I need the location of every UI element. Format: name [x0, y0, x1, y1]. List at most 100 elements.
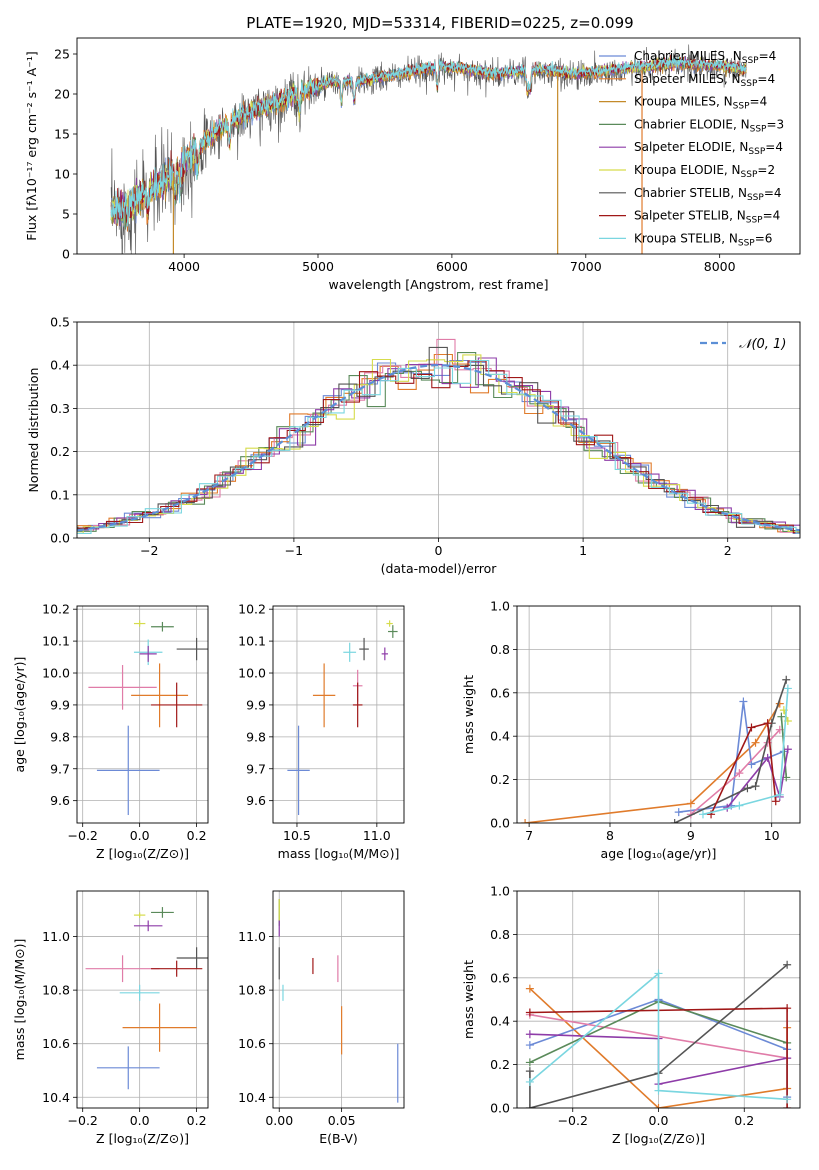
residuals-ytick-label: 0.0 [50, 531, 70, 546]
legend-label-sub: SSP [738, 238, 755, 248]
weight_vs_age-ytick-label: 0.4 [490, 729, 510, 744]
weight_vs_age-ytick-label: 0.6 [490, 685, 510, 700]
age_vs_Z-point-6 [131, 663, 189, 728]
mass_vs_Z-ylabel: mass [log₁₀(M/M⊙)] [12, 939, 27, 1061]
weight_vs_Z-line-7 [529, 971, 788, 1101]
mass_vs_Z-xtick-label: −0.2 [68, 1113, 98, 1128]
mass_vs_ebv-frame [272, 890, 405, 1109]
mass_vs_Z-xtick-label: 0.2 [187, 1113, 207, 1128]
legend-label-suffix: =4 [750, 95, 768, 109]
age_vs_Z-ytick-label: 10.0 [42, 666, 70, 681]
legend-label-text: Salpeter STELIB, N [634, 209, 746, 223]
weight_vs_Z-xlabel: Z [log₁₀(Z/Z⊙)] [612, 1131, 705, 1146]
legend-label-suffix: =3 [766, 117, 784, 131]
weight_vs_Z-xtick-label: 0.0 [649, 1113, 669, 1128]
weight_vs_Z-ytick-label: 0.4 [490, 1014, 510, 1029]
legend-label-4: Salpeter ELODIE, NSSP=4 [634, 140, 783, 157]
weight_vs_Z-plot-area [517, 891, 800, 1108]
spectrum-ytick-label: 10 [54, 167, 70, 182]
age_vs_Z-ytick-label: 10.1 [42, 634, 70, 649]
age_vs_mass-axes: 10.5 11.0 9.6 9.7 9.8 9.9 10.0 10.1 10.2 mass [lo… [238, 602, 405, 861]
mass_vs_Z-axes: −0.2 0.0 0.2 10.4 10.6 10.8 11.0 Z [log₁₀(Z/Z⊙)… [12, 890, 209, 1146]
weight_vs_Z-marker-6-1 [783, 1004, 792, 1013]
weight_vs_age-marker-1-2 [739, 697, 748, 706]
weight_vs_age-marker-6-2 [751, 782, 760, 791]
legend-label-suffix: =6 [755, 231, 773, 245]
weight_vs_age-marker-8-2 [775, 790, 784, 799]
weight_vs_Z-xtick-label: 0.2 [734, 1113, 754, 1128]
age_vs_Z-xlabel: Z [log₁₀(Z/Z⊙)] [96, 846, 189, 861]
legend-label-1: Salpeter MILES, NSSP=4 [634, 72, 775, 89]
age_vs_Z-axes: −0.2 0.0 0.2 9.6 9.7 9.8 9.9 10.0 10.1 10.2 Z [log… [12, 602, 209, 861]
weight_vs_age-marker-7-1 [747, 723, 756, 732]
weight_vs_age-ytick-label: 0.2 [490, 772, 510, 787]
legend-label-8: Kroupa STELIB, NSSP=6 [634, 231, 772, 248]
mass_vs_ebv-ytick-label: 10.6 [238, 1036, 266, 1051]
legend-label-suffix: =4 [759, 49, 777, 63]
mass_vs_Z-point-7 [122, 1003, 197, 1052]
legend-label-suffix: =2 [757, 163, 775, 177]
residuals-axes: −2 −1 0 1 2 0.0 0.1 0.2 0.3 0.4 0.5 (data-model)/er… [26, 315, 801, 576]
legend-label-sub: SSP [742, 56, 759, 66]
residuals-ytick-label: 0.1 [50, 487, 70, 502]
residuals-hist-8 [77, 359, 800, 534]
residuals-hist-4 [77, 357, 800, 531]
age_vs_mass-point-0 [388, 625, 398, 638]
weight_vs_age-line-8 [702, 688, 789, 816]
legend-label-sub: SSP [741, 170, 758, 180]
weight_vs_age-marker-6-0 [670, 819, 679, 823]
residuals-ytick-label: 0.3 [50, 401, 70, 416]
age_vs_mass-ytick-label: 10.0 [238, 666, 266, 681]
age_vs_Z-xtick-label: −0.2 [68, 828, 98, 843]
spectrum-ytick-label: 5 [62, 207, 70, 222]
weight_vs_Z-marker-0-0 [525, 984, 534, 993]
weight_vs_age-xtick-label: 8 [606, 828, 614, 843]
age_vs_mass-xlabel: mass [log₁₀(M/M⊙)] [278, 846, 400, 861]
weight_vs_Z-marker-3-0 [525, 1058, 534, 1067]
residuals-hist-1 [77, 353, 800, 533]
weight_vs_Z-line-5 [529, 964, 788, 1108]
age_vs_Z-xtick-label: 0.0 [130, 828, 150, 843]
weight_vs_age-ylabel: mass weight [461, 675, 476, 754]
spectrum-axes: 4000 5000 6000 7000 8000 0 5 10 15 20 25 wavelength… [24, 37, 801, 292]
age_vs_mass-point-6 [312, 663, 336, 728]
mass_vs_ebv-ytick-label: 10.8 [238, 983, 266, 998]
weight_vs_Z-marker-5-1 [525, 1104, 534, 1108]
mass_vs_ebv-plot-area [273, 891, 404, 1108]
legend-label-text: Salpeter ELODIE, N [634, 140, 748, 154]
weight_vs_age-line-7 [710, 722, 777, 815]
legend-label-suffix: =4 [765, 140, 783, 154]
weight_vs_age-plot-area [517, 606, 800, 823]
mass_vs_ebv-frame-group [272, 890, 405, 1109]
legend-label-7: Salpeter STELIB, NSSP=4 [634, 209, 780, 226]
mass_vs_ebv-xtick-label: 0.00 [265, 1113, 293, 1128]
weight_vs_age-frame [516, 605, 801, 824]
age_vs_Z-plot-area [77, 606, 208, 823]
legend-label-text: Chabrier MILES, N [634, 49, 742, 63]
weight_vs_Z-ytick-label: 0.6 [490, 970, 510, 985]
age_vs_mass-ytick-label: 9.7 [246, 761, 266, 776]
weight_vs_Z-axes: −0.2 0.0 0.2 0.0 0.2 0.4 0.6 0.8 1.0 Z [log₁₀(Z/Z… [461, 884, 801, 1146]
mass_vs_Z-point-6 [119, 984, 160, 1001]
weight_vs_age-line-2 [690, 729, 781, 815]
age_vs_mass-ytick-label: 9.6 [246, 793, 266, 808]
legend-label-sub: SSP [748, 147, 765, 157]
weight_vs_age-marker-1-0 [674, 808, 683, 817]
age_vs_Z-ylabel: age [log₁₀(age/yr)] [12, 657, 27, 773]
age_vs_Z-point-1 [133, 620, 146, 627]
age_vs_Z-point-4 [139, 645, 157, 662]
age_vs_Z-point-0 [151, 621, 174, 632]
weight_vs_age-marker-0-0 [521, 819, 530, 823]
weight_vs_Z-ytick-label: 0.8 [490, 927, 510, 942]
weight_vs_age-axes: 7 8 9 10 0.0 0.2 0.4 0.6 0.8 1.0 age [log₁₀(age/yr… [461, 599, 801, 861]
age_vs_mass-point-7 [352, 682, 363, 728]
age_vs_Z-point-2 [176, 637, 208, 661]
weight_vs_age-xlabel: age [log₁₀(age/yr)] [601, 846, 717, 861]
weight_vs_Z-ytick-label: 0.2 [490, 1057, 510, 1072]
weight_vs_Z-marker-7-2 [654, 1086, 663, 1095]
spectrum-series-8 [110, 55, 747, 228]
mass_vs_ebv-ytick-label: 10.4 [238, 1090, 266, 1105]
residuals-plot-area [77, 322, 800, 538]
legend-label-5: Kroupa ELODIE, NSSP=2 [634, 163, 775, 180]
mass_vs_ebv-xlabel: E(B-V) [319, 1131, 358, 1146]
